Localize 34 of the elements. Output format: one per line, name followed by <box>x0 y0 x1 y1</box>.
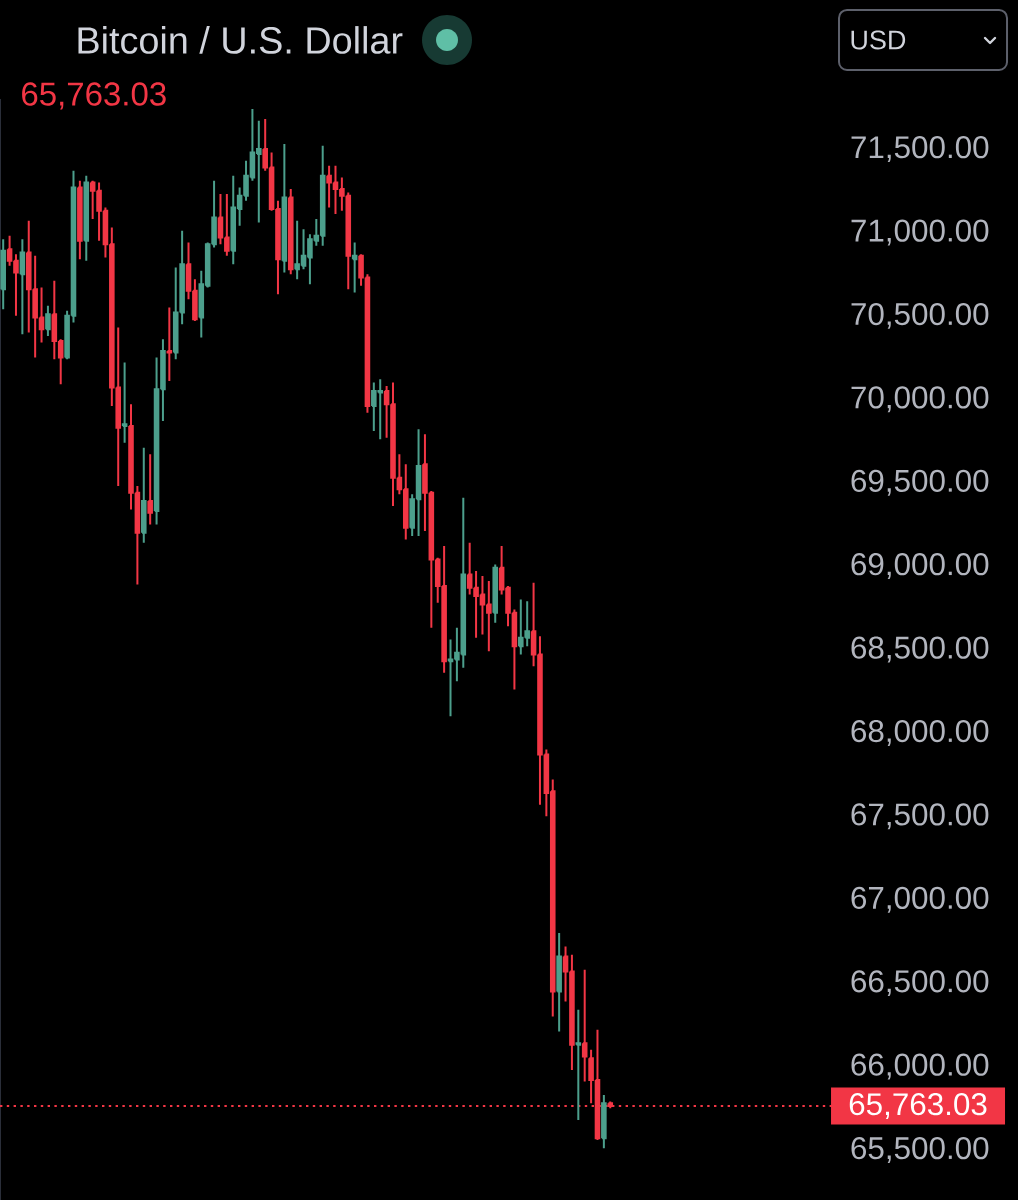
y-tick-label: 69,500.00 <box>851 469 989 496</box>
candlestick <box>581 968 588 1083</box>
y-tick-label: 66,500.00 <box>851 970 989 997</box>
y-tick-label: 69,000.00 <box>851 553 989 580</box>
y-tick-label: 70,000.00 <box>851 386 989 413</box>
y-tick-label: 70,500.00 <box>851 302 989 329</box>
candlestick <box>601 1093 607 1150</box>
candlestick <box>492 563 499 624</box>
candlestick <box>287 188 294 276</box>
candlestick <box>140 446 147 544</box>
y-tick-label: 67,500.00 <box>851 803 989 830</box>
candlestick <box>45 304 51 337</box>
candlestick <box>351 241 358 294</box>
candlestick <box>556 932 562 1033</box>
text: USD <box>851 30 906 50</box>
chart-subtitle: 65,763.03 <box>22 82 166 110</box>
ref-line-label: 65,763.03 <box>849 1093 987 1120</box>
candlestick <box>147 453 153 526</box>
candlestick <box>77 179 83 261</box>
y-tick-label: 68,000.00 <box>851 719 989 746</box>
candlestick <box>83 174 90 262</box>
candlestick <box>575 1008 582 1121</box>
y-tick-label: 71,000.00 <box>851 219 989 246</box>
y-tick-label: 65,500.00 <box>851 1136 989 1163</box>
candlestick <box>166 306 173 382</box>
y-tick-label: 68,500.00 <box>851 636 989 663</box>
candlestick <box>121 361 128 444</box>
y-tick-label: 71,500.00 <box>851 136 989 163</box>
y-tick-label: 67,000.00 <box>851 886 989 913</box>
candlestick <box>281 143 288 274</box>
candlestick <box>19 238 26 336</box>
chart-title: Bitcoin / U.S. Dollar <box>78 26 403 54</box>
candlestick <box>0 238 6 311</box>
y-tick-label: 66,000.00 <box>851 1053 989 1080</box>
